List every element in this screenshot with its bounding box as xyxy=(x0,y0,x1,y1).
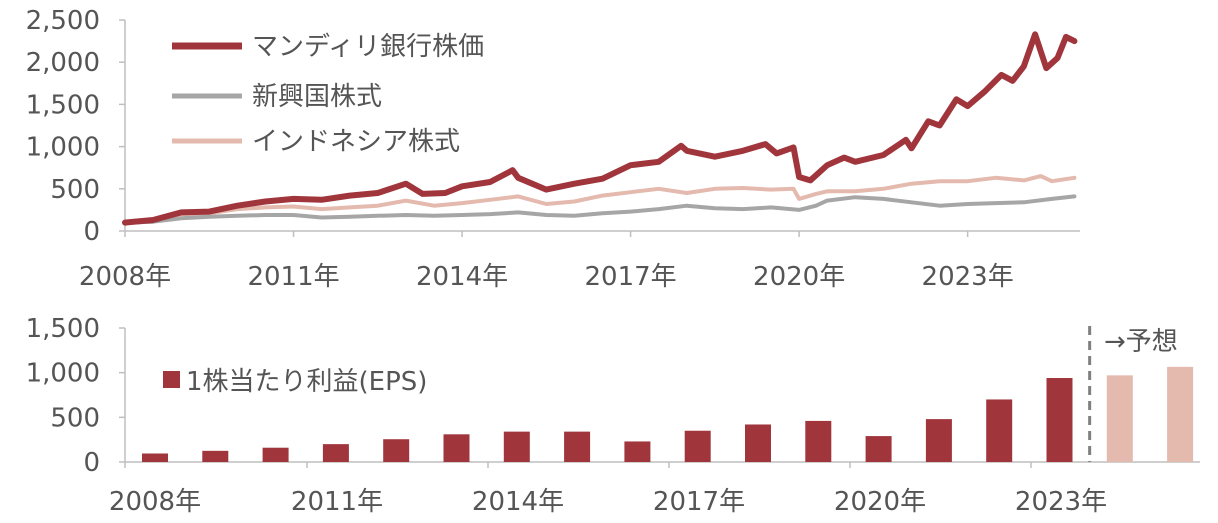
eps-bar xyxy=(383,439,410,462)
top-y-tick-label: 1,000 xyxy=(26,133,100,163)
bottom-x-tick-label: 2011年 xyxy=(291,487,383,517)
top-y-tick-label: 500 xyxy=(50,175,100,205)
bottom-legend: 1株当たり利益(EPS) xyxy=(163,367,427,397)
eps-bar xyxy=(624,441,651,462)
eps-bars xyxy=(142,366,1194,462)
top-y-tick-label: 1,500 xyxy=(26,90,100,120)
top-x-tick-label: 2008年 xyxy=(79,262,171,292)
top-x-tick-label: 2023年 xyxy=(922,262,1014,292)
legend-label-2: インドネシア株式 xyxy=(252,127,460,157)
bottom-x-tick-label: 2017年 xyxy=(653,487,745,517)
eps-bar xyxy=(745,424,771,462)
bottom-x-tick-label: 2008年 xyxy=(109,487,201,517)
eps-bar-chart: 0 500 1,000 1,500 2008年 2011年 2014年 2017年 2020年… xyxy=(26,314,1200,517)
eps-bar xyxy=(142,453,168,462)
top-x-tick-label: 2014年 xyxy=(416,262,508,292)
bottom-x-tick-label: 2020年 xyxy=(834,487,926,517)
eps-legend-label: 1株当たり利益(EPS) xyxy=(186,367,427,397)
eps-bar xyxy=(262,447,289,462)
eps-bar-forecast xyxy=(1167,366,1194,462)
bottom-x-tick-label: 2023年 xyxy=(1015,487,1107,517)
forecast-label: →予想 xyxy=(1104,327,1178,357)
eps-bar xyxy=(202,450,229,462)
eps-bar xyxy=(443,434,470,462)
eps-bar xyxy=(805,420,832,462)
series-line-0 xyxy=(122,31,1078,226)
eps-legend-swatch xyxy=(163,371,180,388)
eps-bar xyxy=(865,436,892,462)
top-x-axis-ticks: 2008年 2011年 2014年 2017年 2020年 2023年 xyxy=(79,231,1014,292)
series-line-2 xyxy=(123,174,1077,225)
bottom-y-tick-label: 500 xyxy=(50,403,100,433)
bottom-y-tick-label: 0 xyxy=(83,448,100,478)
eps-bar xyxy=(564,431,591,462)
top-x-tick-label: 2017年 xyxy=(585,262,677,292)
eps-bar-forecast xyxy=(1106,375,1133,462)
bottom-y-axis-ticks: 0 500 1,000 1,500 xyxy=(26,314,125,478)
bottom-y-tick-label: 1,500 xyxy=(26,314,100,344)
top-x-tick-label: 2020年 xyxy=(753,262,845,292)
top-y-axis-ticks: 0 500 1,000 1,500 2,000 2,500 xyxy=(26,6,125,247)
eps-bar xyxy=(684,430,711,462)
eps-bar xyxy=(1046,378,1073,462)
legend-label-0: マンディリ銀行株価 xyxy=(252,32,484,62)
eps-bar xyxy=(925,419,952,462)
top-y-tick-label: 2,500 xyxy=(26,6,100,36)
top-x-tick-label: 2011年 xyxy=(247,262,339,292)
legend-label-1: 新興国株式 xyxy=(252,82,382,112)
eps-bar xyxy=(503,431,530,462)
price-line-chart: 0 500 1,000 1,500 2,000 2,500 2008年 2011年 2014年… xyxy=(26,6,1080,292)
price-series-lines xyxy=(122,31,1078,226)
series-line-1 xyxy=(123,194,1077,225)
top-y-tick-label: 2,000 xyxy=(26,48,100,78)
bottom-x-axis-ticks: 2008年 2011年 2014年 2017年 2020年 2023年 xyxy=(109,462,1107,517)
bottom-y-tick-label: 1,000 xyxy=(26,359,100,389)
top-y-tick-label: 0 xyxy=(83,217,100,247)
bottom-x-tick-label: 2014年 xyxy=(472,487,564,517)
eps-bar xyxy=(322,444,349,462)
eps-bar xyxy=(986,399,1013,462)
